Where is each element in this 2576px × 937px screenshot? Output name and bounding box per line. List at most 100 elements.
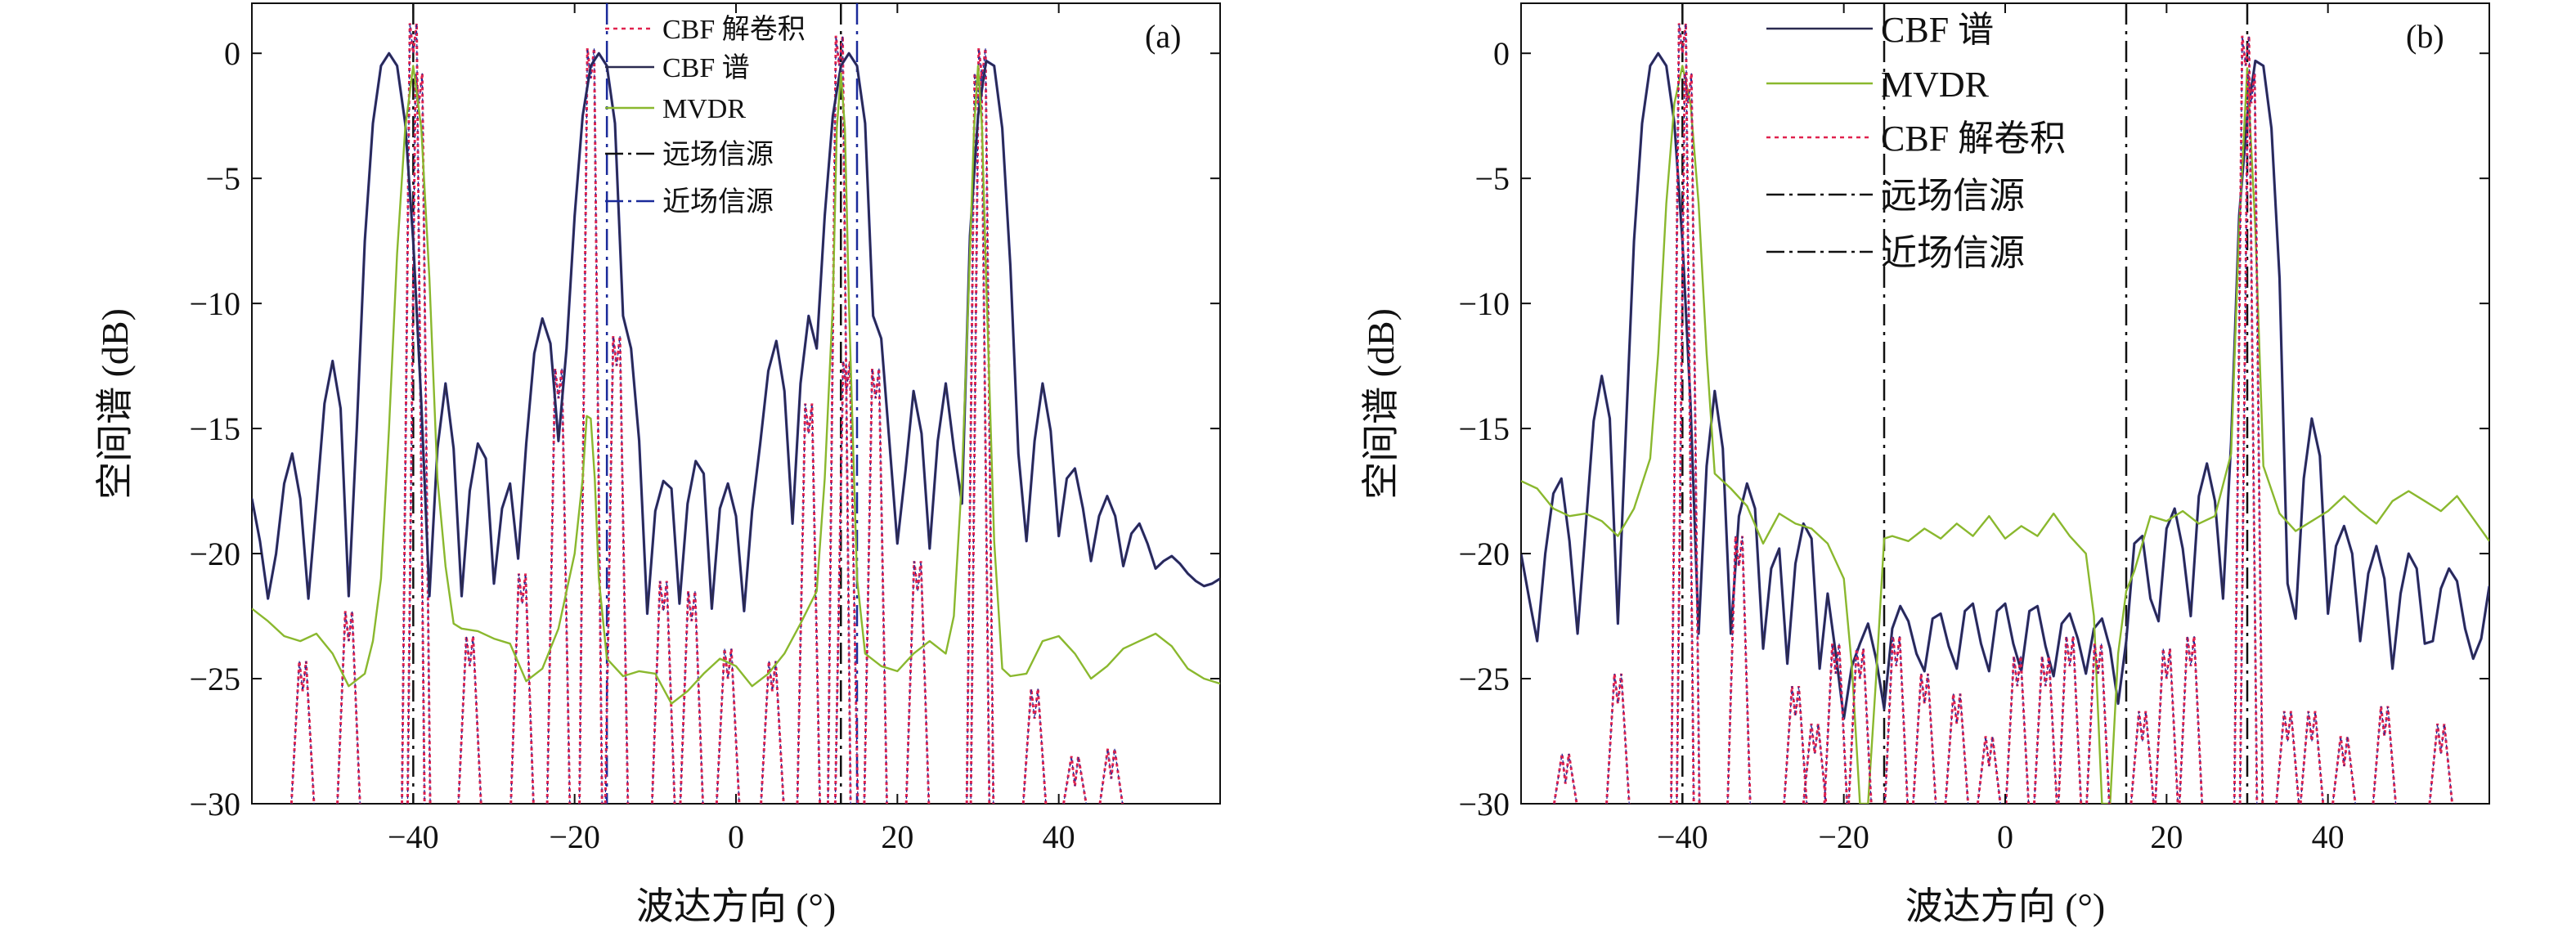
cbf-deconvolution-peak	[2004, 656, 2031, 804]
cbf-deconvolution-peak-shadow	[336, 611, 361, 804]
y-tick-label-a: −10	[189, 285, 240, 322]
cbf-deconvolution-peak	[833, 361, 859, 804]
cbf-deconvolution-peak-shadow	[546, 368, 571, 804]
cbf-deconvolution-peak-shadow	[604, 335, 629, 804]
cbf-deconvolution-peak	[2154, 648, 2179, 804]
cbf-deconvolution-peak-shadow	[970, 48, 994, 804]
cbf-deconvolution-peak	[2238, 73, 2264, 804]
cbf-deconvolution-peak-shadow	[2130, 711, 2155, 804]
cbf-deconvolution-peak-shadow	[2233, 35, 2258, 804]
cbf-deconvolution-peak	[1944, 693, 1970, 804]
cbf-deconvolution-peak	[2299, 711, 2325, 804]
legend-far-field-label: 远场信源	[1881, 176, 2025, 216]
cbf-deconvolution-peak-shadow	[510, 573, 534, 804]
cbf-deconvolution-peak	[1675, 73, 1701, 804]
cbf-deconvolution-peak	[1552, 753, 1578, 804]
cbf-deconvolution-peak	[2428, 723, 2454, 804]
x-tick-label-a: −20	[549, 818, 600, 855]
cbf-deconvolution-peak-shadow	[1726, 536, 1751, 804]
cbf-deconvolution-peak-shadow	[1977, 736, 2001, 804]
cbf-deconvolution-peak-shadow	[2331, 736, 2356, 804]
legend-cbf-deconvolution-label: CBF 解卷积	[1881, 119, 2066, 159]
mvdr-line	[1521, 65, 2489, 804]
panel-a: (a) 波达方向 (°) 空间谱 (dB) −40 −20 0 20 40 0 −5 −10 −…	[94, 2, 1221, 927]
cbf-deconvolution-peak-shadow	[905, 561, 930, 804]
cbf-deconvolution-peak	[760, 661, 785, 804]
cbf-deconvolution-peak	[2178, 635, 2204, 804]
cbf-deconvolution-peak	[679, 590, 705, 804]
y-tick-label-b: −30	[1458, 786, 1510, 823]
x-axis-label-a: 波达方向 (°)	[636, 885, 837, 927]
cbf-deconvolution-peak-shadow	[2154, 648, 2179, 804]
cbf-deconvolution-peak	[904, 561, 931, 804]
panel-label-a: (a)	[1145, 18, 1181, 55]
y-tick-label-b: −20	[1458, 536, 1510, 572]
cbf-deconvolution-peak	[401, 23, 426, 804]
cbf-deconvolution-peak-shadow	[457, 635, 482, 804]
cbf-deconvolution-peak	[1802, 723, 1828, 804]
x-tick-label-b: 0	[1997, 818, 2013, 855]
y-axis-label-b: 空间谱 (dB)	[1360, 308, 1402, 500]
cbf-deconvolution-peak	[2275, 711, 2300, 804]
cbf-deconvolution-peak	[1605, 673, 1631, 804]
cbf-deconvolution-peak	[863, 368, 889, 804]
cbf-deconvolution-peak	[1976, 736, 2002, 804]
cbf-deconvolution-peak-shadow	[864, 368, 888, 804]
x-tick-label-b: −40	[1657, 818, 1708, 855]
y-tick-label-a: −25	[189, 661, 240, 697]
legend-near-field-label: 近场信源	[1881, 233, 2025, 273]
x-tick-label-a: 20	[881, 818, 913, 855]
y-tick-label-b: 0	[1493, 35, 1510, 72]
cbf-deconvolution-peak	[1726, 536, 1752, 804]
cbf-deconvolution-peak-shadow	[1022, 688, 1047, 804]
cbf-deconvolution-peak	[1823, 643, 1849, 804]
cbf-deconvolution-peak-shadow	[401, 23, 425, 804]
cbf-deconvolution-peak-shadow	[2300, 711, 2324, 804]
panel-b: (b) 波达方向 (°) 空间谱 (dB) −40 −20 0 20 40 0 −5 −10 −…	[1360, 2, 2490, 927]
y-tick-label-b: −15	[1458, 410, 1510, 447]
y-tick-label-b: −5	[1474, 160, 1510, 197]
cbf-deconvolution-peak	[1670, 23, 1695, 804]
cbf-deconvolution-peak-shadow	[1824, 643, 1848, 804]
cbf-deconvolution-peak-shadow	[1784, 686, 1807, 804]
cbf-deconvolution-peak	[796, 403, 822, 804]
cbf-deconvolution-peak-shadow	[1099, 748, 1124, 804]
plot-area-b	[1521, 3, 2489, 804]
mvdr-line	[252, 65, 1220, 705]
cbf-deconvolution-peak	[1783, 686, 1808, 804]
cbf-deconvolution-peak-shadow	[2033, 656, 2058, 804]
cbf-deconvolution-peak-shadow	[578, 48, 603, 804]
x-tick-label-a: 0	[728, 818, 744, 855]
panel-label-b: (b)	[2406, 18, 2444, 55]
cbf-deconvolution-peak-shadow	[1605, 673, 1630, 804]
x-tick-label-b: 40	[2312, 818, 2345, 855]
cbf-deconvolution-peak	[2331, 736, 2357, 804]
x-tick-label-b: 20	[2150, 818, 2183, 855]
legend-mvdr-label: MVDR	[1881, 65, 1990, 105]
cbf-deconvolution-peak-shadow	[2058, 635, 2082, 804]
cbf-deconvolution-peak	[1062, 755, 1088, 804]
legend-cbf-deconvolution-label: CBF 解卷积	[662, 14, 806, 45]
cbf-deconvolution-peak-shadow	[1847, 648, 1872, 804]
y-tick-label-a: −15	[189, 410, 240, 447]
cbf-deconvolution-peak	[2057, 635, 2083, 804]
x-tick-label-a: −40	[388, 818, 439, 855]
cbf-deconvolution-peak	[289, 661, 316, 804]
x-tick-label-b: −20	[1818, 818, 1869, 855]
cbf-spectrum-line	[252, 52, 1220, 615]
legend-cbf-spectrum-label: CBF 谱	[662, 52, 750, 83]
cbf-deconvolution-peak	[545, 368, 572, 804]
cbf-deconvolution-peak-shadow	[1670, 23, 1694, 804]
cbf-deconvolution-peak-shadow	[2372, 706, 2397, 804]
cbf-deconvolution-peak	[1847, 648, 1873, 804]
legend-cbf-spectrum-label: CBF 谱	[1881, 10, 1994, 50]
cbf-deconvolution-peak	[509, 573, 535, 804]
cbf-deconvolution-peak-shadow	[1062, 755, 1087, 804]
cbf-deconvolution-peak	[604, 335, 630, 804]
y-tick-label-a: −20	[189, 536, 240, 572]
y-tick-label-b: −10	[1458, 285, 1510, 322]
cbf-deconvolution-peak	[1098, 748, 1124, 804]
cbf-deconvolution-peak-shadow	[716, 648, 740, 804]
legend-mvdr-label: MVDR	[662, 94, 746, 124]
cbf-deconvolution-peak-shadow	[1802, 724, 1827, 804]
